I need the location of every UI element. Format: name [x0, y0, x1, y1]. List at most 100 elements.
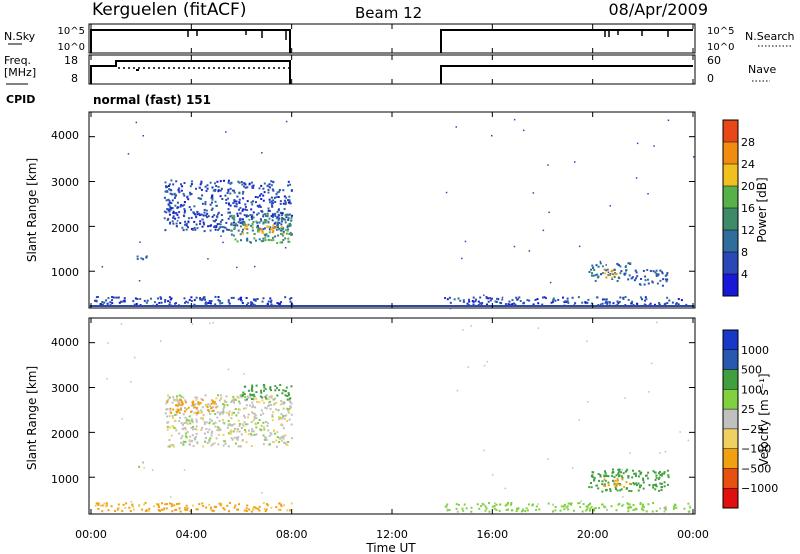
data-cell	[619, 272, 622, 275]
data-cell	[211, 509, 214, 512]
data-cell	[242, 228, 244, 231]
data-cell	[278, 190, 281, 193]
data-cell	[259, 395, 262, 398]
data-cell	[282, 239, 285, 241]
data-cell	[252, 184, 255, 187]
data-cell	[280, 503, 283, 506]
nsky-tick-top: 10^5	[58, 26, 85, 37]
data-cell	[193, 212, 196, 215]
data-cell	[232, 296, 235, 299]
data-cell	[683, 507, 686, 510]
data-cell	[244, 399, 247, 402]
data-cell	[183, 182, 186, 184]
data-cell	[239, 222, 242, 224]
data-cell	[279, 423, 282, 426]
data-cell	[217, 185, 220, 188]
data-cell	[261, 230, 264, 232]
data-cell	[246, 209, 249, 212]
data-cell	[214, 303, 217, 306]
data-cell	[261, 492, 263, 494]
data-cell	[218, 227, 221, 230]
data-cell	[212, 322, 214, 324]
data-cell	[240, 181, 243, 183]
data-cell	[192, 504, 195, 507]
data-cell	[128, 506, 131, 509]
data-cell	[164, 190, 167, 193]
data-cell	[598, 479, 600, 482]
data-cell	[198, 212, 201, 215]
data-cell	[461, 507, 464, 510]
data-cell	[578, 419, 580, 421]
data-cell	[595, 484, 598, 487]
data-cell	[204, 185, 207, 188]
data-cell	[168, 201, 171, 204]
data-cell	[259, 194, 261, 197]
data-cell	[135, 303, 138, 305]
data-cell	[265, 394, 268, 397]
data-cell	[181, 226, 184, 229]
data-cell	[281, 214, 284, 217]
data-cell	[280, 505, 283, 508]
data-cell	[277, 508, 280, 511]
data-cell	[582, 503, 585, 506]
data-cell	[212, 422, 215, 425]
data-cell	[210, 444, 213, 447]
data-cell	[227, 211, 230, 214]
data-cell	[484, 509, 487, 512]
data-cell	[236, 214, 239, 217]
data-cell	[467, 366, 469, 368]
data-cell	[664, 506, 667, 508]
data-cell	[628, 489, 631, 492]
data-cell	[262, 222, 265, 225]
data-cell	[202, 445, 205, 448]
data-cell	[262, 213, 265, 216]
vel-ytick-3000: 3000	[51, 382, 79, 395]
data-cell	[201, 502, 204, 505]
data-cell	[247, 302, 250, 305]
data-cell	[158, 301, 161, 304]
data-cell	[655, 485, 658, 488]
data-cell	[233, 423, 236, 425]
data-cell	[227, 368, 230, 371]
data-cell	[210, 407, 213, 410]
data-cell	[276, 221, 279, 224]
data-cell	[235, 414, 238, 417]
data-cell	[666, 302, 669, 304]
data-cell	[504, 303, 507, 306]
data-cell	[265, 219, 268, 222]
data-cell	[589, 507, 592, 510]
data-cell	[215, 218, 218, 221]
data-cell	[222, 433, 225, 436]
data-cell	[660, 474, 663, 477]
data-cell	[205, 190, 208, 192]
data-cell	[276, 211, 279, 213]
data-cell	[667, 119, 670, 121]
data-cell	[167, 398, 170, 401]
data-cell	[621, 469, 623, 471]
data-cell	[172, 396, 175, 399]
data-cell	[651, 510, 654, 513]
data-cell	[175, 194, 177, 197]
data-cell	[586, 301, 589, 304]
data-cell	[257, 507, 260, 510]
data-cell	[182, 396, 185, 399]
data-cell	[238, 202, 241, 204]
data-cell	[265, 436, 267, 439]
data-cell	[280, 218, 283, 221]
data-cell	[269, 186, 271, 189]
data-cell	[199, 222, 201, 225]
data-cell	[276, 302, 279, 304]
data-cell	[638, 470, 641, 473]
data-cell	[195, 432, 198, 435]
data-cell	[621, 478, 624, 481]
data-cell	[165, 186, 168, 189]
data-cell	[584, 301, 587, 304]
data-cell	[280, 413, 283, 415]
data-cell	[180, 441, 183, 444]
data-cell	[274, 432, 277, 435]
data-cell	[163, 196, 166, 199]
data-cell	[567, 502, 570, 505]
data-cell	[660, 270, 663, 273]
data-cell	[234, 408, 237, 410]
data-cell	[281, 234, 284, 237]
